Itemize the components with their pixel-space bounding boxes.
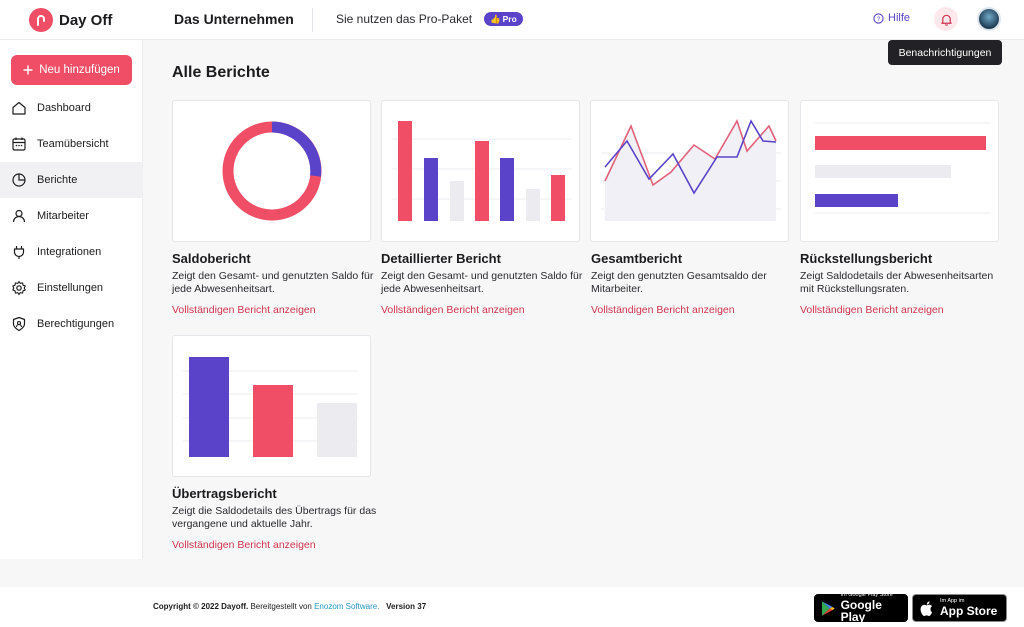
report-title: Gesamtbericht bbox=[591, 251, 683, 266]
bell-icon bbox=[940, 14, 952, 26]
add-new-label: Neu hinzufügen bbox=[39, 64, 120, 76]
help-label: Hilfe bbox=[888, 12, 911, 24]
report-description: Zeigt die Saldodetails des Übertrags für… bbox=[172, 505, 377, 530]
enozom-link[interactable]: Enozom Software. bbox=[314, 602, 380, 611]
app-store-small-label: Im App im bbox=[940, 598, 965, 605]
footer: Copyright © 2022 Dayoff. Bereitgestellt … bbox=[0, 587, 1024, 627]
top-header: Day Off Das Unternehmen Sie nutzen das P… bbox=[0, 0, 1024, 40]
report-title: Saldobericht bbox=[172, 251, 251, 266]
report-title: Detaillierter Bericht bbox=[381, 251, 501, 266]
view-full-report-link[interactable]: Vollständigen Bericht anzeigen bbox=[591, 304, 735, 316]
report-thumbnail-total[interactable] bbox=[590, 100, 789, 242]
report-thumbnail-carryover[interactable] bbox=[172, 335, 371, 477]
google-play-small-label: Im Google Play Store bbox=[840, 592, 893, 599]
sidebar-item-label: Integrationen bbox=[37, 246, 102, 258]
horizontal-bar-chart-illustration bbox=[815, 122, 991, 214]
notifications-button[interactable] bbox=[934, 7, 958, 31]
help-circle-icon: ? bbox=[873, 12, 884, 24]
report-description: Zeigt den genutzten Gesamtsaldo der Mita… bbox=[591, 270, 767, 295]
report-description: Zeigt den Gesamt- und genutzten Saldo fü… bbox=[381, 270, 583, 295]
shield-icon bbox=[12, 316, 26, 332]
plan-text: Sie nutzen das Pro-Paket bbox=[336, 12, 473, 26]
sidebar-item-permissions[interactable]: Berechtigungen bbox=[0, 306, 143, 342]
report-title: Rückstellungsbericht bbox=[800, 251, 933, 266]
google-play-badge[interactable]: Im Google Play Store Google Play bbox=[814, 592, 908, 624]
home-icon bbox=[12, 101, 26, 115]
view-full-report-link[interactable]: Vollständigen Bericht anzeigen bbox=[381, 304, 525, 316]
page-title: Alle Berichte bbox=[172, 64, 270, 81]
sidebar-item-label: Mitarbeiter bbox=[37, 210, 89, 222]
plus-icon bbox=[23, 65, 33, 75]
calendar-icon bbox=[12, 137, 26, 151]
copyright-text: Copyright © 2022 Dayoff. Bereitgestellt … bbox=[153, 602, 426, 611]
sidebar-item-employees[interactable]: Mitarbeiter bbox=[0, 198, 143, 234]
gear-icon bbox=[12, 280, 26, 296]
bar-chart-illustration bbox=[392, 121, 572, 221]
google-play-icon bbox=[821, 600, 835, 616]
thumbs-up-icon: 👍 bbox=[490, 14, 501, 24]
plug-icon bbox=[13, 246, 25, 259]
notifications-tooltip: Benachrichtigungen bbox=[888, 40, 1002, 65]
line-chart-illustration bbox=[601, 119, 781, 221]
app-store-label: App Store bbox=[940, 603, 998, 618]
sidebar-item-label: Berechtigungen bbox=[37, 318, 115, 330]
copyright-prefix: Copyright © 2022 Dayoff. bbox=[153, 602, 251, 611]
sidebar-item-settings[interactable]: Einstellungen bbox=[0, 270, 143, 306]
sidebar-item-label: Dashboard bbox=[37, 102, 91, 114]
view-full-report-link[interactable]: Vollständigen Bericht anzeigen bbox=[172, 304, 316, 316]
report-thumbnail-detailed[interactable] bbox=[381, 100, 580, 242]
user-avatar[interactable] bbox=[977, 7, 1001, 31]
sidebar: Neu hinzufügen Dashboard Teamübersicht B… bbox=[0, 40, 143, 559]
pie-chart-icon bbox=[12, 173, 26, 187]
report-title: Übertragsbericht bbox=[172, 486, 277, 501]
report-thumbnail-accrual[interactable] bbox=[800, 100, 999, 242]
sidebar-item-team-overview[interactable]: Teamübersicht bbox=[0, 126, 143, 162]
brand-logo[interactable]: Day Off bbox=[29, 8, 112, 32]
brand-name: Day Off bbox=[59, 11, 113, 29]
sidebar-item-dashboard[interactable]: Dashboard bbox=[0, 90, 143, 126]
powered-by-label: Bereitgestellt von bbox=[250, 602, 312, 611]
help-link[interactable]: ? Hilfe bbox=[873, 12, 910, 24]
version-label: Version 37 bbox=[386, 602, 427, 611]
sidebar-item-label: Berichte bbox=[37, 174, 78, 186]
google-play-label: Google Play bbox=[840, 597, 882, 624]
bar-chart-illustration bbox=[183, 357, 358, 457]
view-full-report-link[interactable]: Vollständigen Bericht anzeigen bbox=[172, 539, 316, 551]
pro-badge-label: Pro bbox=[502, 14, 517, 24]
user-icon bbox=[12, 209, 26, 223]
apple-icon bbox=[920, 600, 933, 616]
add-new-button[interactable]: Neu hinzufügen bbox=[11, 55, 132, 85]
report-thumbnail-balance[interactable] bbox=[172, 100, 371, 242]
report-description: Zeigt den Gesamt- und genutzten Saldo fü… bbox=[172, 270, 374, 295]
company-name: Das Unternehmen bbox=[174, 11, 294, 27]
pro-badge: 👍 Pro bbox=[484, 12, 523, 26]
dayoff-logo-icon bbox=[29, 8, 53, 32]
sidebar-item-label: Einstellungen bbox=[37, 282, 104, 294]
sidebar-nav: Dashboard Teamübersicht Berichte Mitarbe… bbox=[0, 90, 143, 342]
svg-text:?: ? bbox=[877, 15, 881, 22]
sidebar-item-reports[interactable]: Berichte bbox=[0, 162, 143, 198]
header-divider bbox=[312, 8, 313, 32]
view-full-report-link[interactable]: Vollständigen Bericht anzeigen bbox=[800, 304, 944, 316]
sidebar-item-label: Teamübersicht bbox=[37, 138, 109, 150]
sidebar-item-integrations[interactable]: Integrationen bbox=[0, 234, 143, 270]
donut-chart-illustration bbox=[222, 121, 322, 221]
report-description: Zeigt Saldodetails der Abwesenheitsarten… bbox=[800, 270, 994, 295]
app-store-badge[interactable]: Im App im App Store bbox=[912, 594, 1007, 622]
